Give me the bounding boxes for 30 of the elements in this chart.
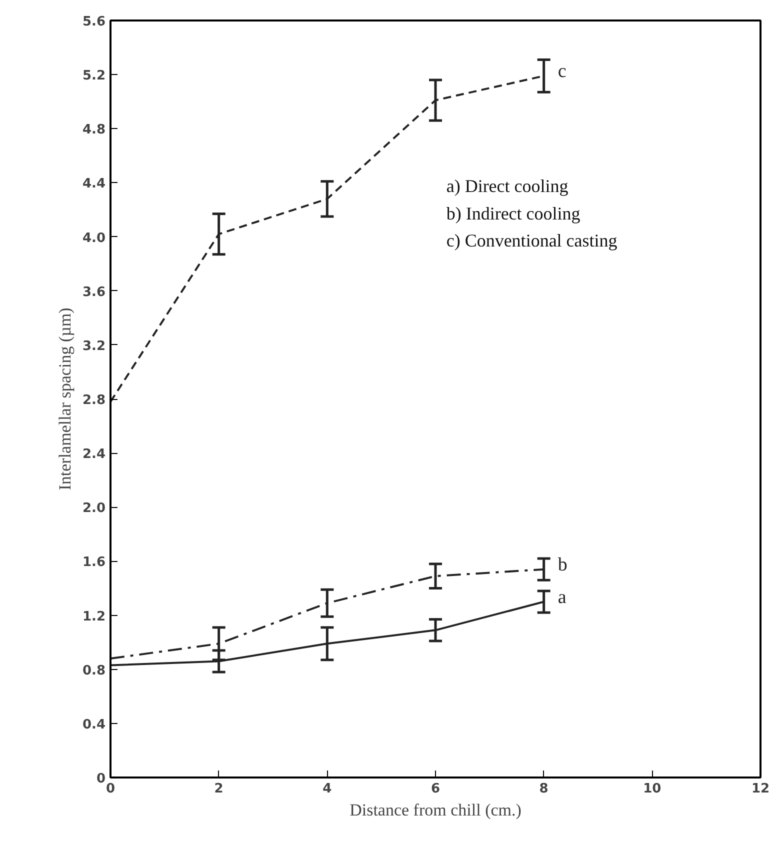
- y-tick-label: 5.6: [82, 14, 106, 30]
- y-tick-label: 1.2: [82, 609, 106, 624]
- y-tick-label: 2.8: [82, 393, 106, 408]
- x-tick-label: 4: [322, 782, 332, 796]
- x-tick-label: 6: [430, 782, 440, 796]
- annotation: c) Conventional casting: [446, 230, 618, 250]
- y-tick-label: 3.2: [82, 338, 106, 354]
- y-tick-label: 4.0: [82, 230, 106, 246]
- annotation: a) Direct cooling: [446, 176, 568, 196]
- y-tick-label: 4.8: [82, 122, 106, 138]
- x-tick-label: 10: [643, 782, 662, 796]
- x-tick-label: 12: [751, 782, 770, 796]
- y-tick-label: 1.6: [82, 555, 106, 570]
- y-tick-label: 0.4: [82, 717, 106, 732]
- series-label: a: [558, 586, 567, 608]
- y-tick-label: 2.0: [82, 501, 106, 516]
- y-tick-label: 4.4: [82, 176, 106, 192]
- x-axis-title: Distance from chill (cm.): [350, 800, 522, 820]
- y-tick-label: 2.4: [82, 447, 106, 462]
- x-tick-label: 0: [106, 782, 116, 796]
- series-label: c: [558, 60, 566, 82]
- annotation: b) Indirect cooling: [446, 203, 580, 224]
- y-tick-label: 0: [96, 772, 106, 786]
- y-tick-label: 5.2: [82, 68, 106, 84]
- y-tick-label: 3.6: [82, 284, 106, 300]
- x-tick-label: 2: [214, 782, 224, 796]
- series-label: b: [558, 554, 568, 576]
- y-tick-label: 0.8: [82, 663, 106, 678]
- y-axis-title: Interlamellar spacing (µm): [55, 308, 74, 490]
- x-tick-label: 8: [539, 782, 548, 796]
